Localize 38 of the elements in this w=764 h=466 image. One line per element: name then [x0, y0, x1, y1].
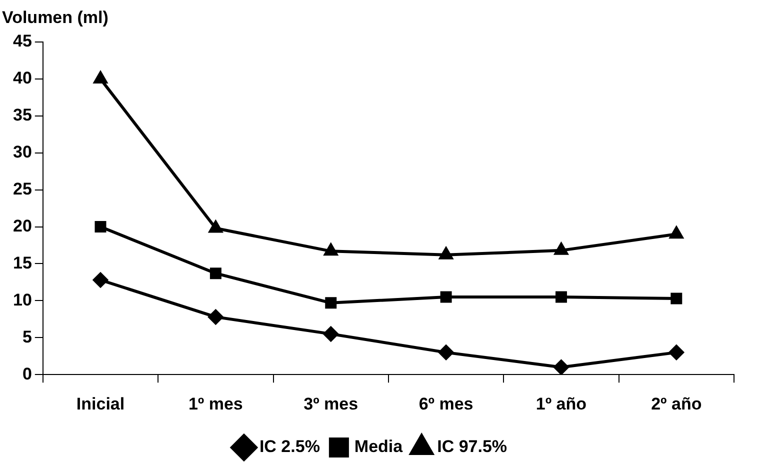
y-tick-label: 35 — [12, 106, 32, 125]
y-tick-label: 40 — [12, 68, 32, 88]
point — [670, 292, 682, 304]
point — [670, 226, 684, 239]
point — [208, 220, 222, 233]
x-tick-label: 1º mes — [188, 394, 243, 414]
y-tick-label: 30 — [12, 142, 32, 162]
point — [440, 291, 452, 303]
point — [208, 309, 224, 324]
point — [554, 242, 568, 255]
y-tick-label: 20 — [12, 216, 32, 236]
point — [94, 71, 108, 84]
point — [324, 244, 338, 256]
y-tick-label: 0 — [22, 364, 32, 384]
point — [93, 272, 108, 288]
y-tick-label: 5 — [22, 327, 32, 346]
point — [210, 268, 222, 280]
point — [668, 344, 684, 360]
legend-label: IC 2.5% — [259, 437, 320, 456]
y-tick-label: 10 — [12, 290, 32, 310]
point — [555, 291, 567, 303]
x-tick-label: 2º año — [651, 394, 702, 414]
point — [323, 326, 338, 342]
y-tick-label: 45 — [12, 32, 32, 51]
x-tick-label: Inicial — [76, 394, 125, 414]
x-tick-label: 3º mes — [304, 394, 358, 414]
y-axis-title: Volumen (ml) — [2, 8, 108, 28]
legend-label: Media — [354, 437, 404, 456]
x-tick-label: 1º año — [536, 394, 587, 414]
point — [325, 297, 337, 309]
point — [554, 360, 569, 375]
y-tick-label: 25 — [12, 180, 32, 199]
point — [439, 247, 453, 260]
point — [438, 344, 454, 360]
point — [94, 221, 106, 233]
y-tick-label: 15 — [12, 253, 32, 272]
x-tick-label: 6º mes — [418, 394, 474, 414]
legend-label: IC 97.5% — [437, 437, 508, 456]
